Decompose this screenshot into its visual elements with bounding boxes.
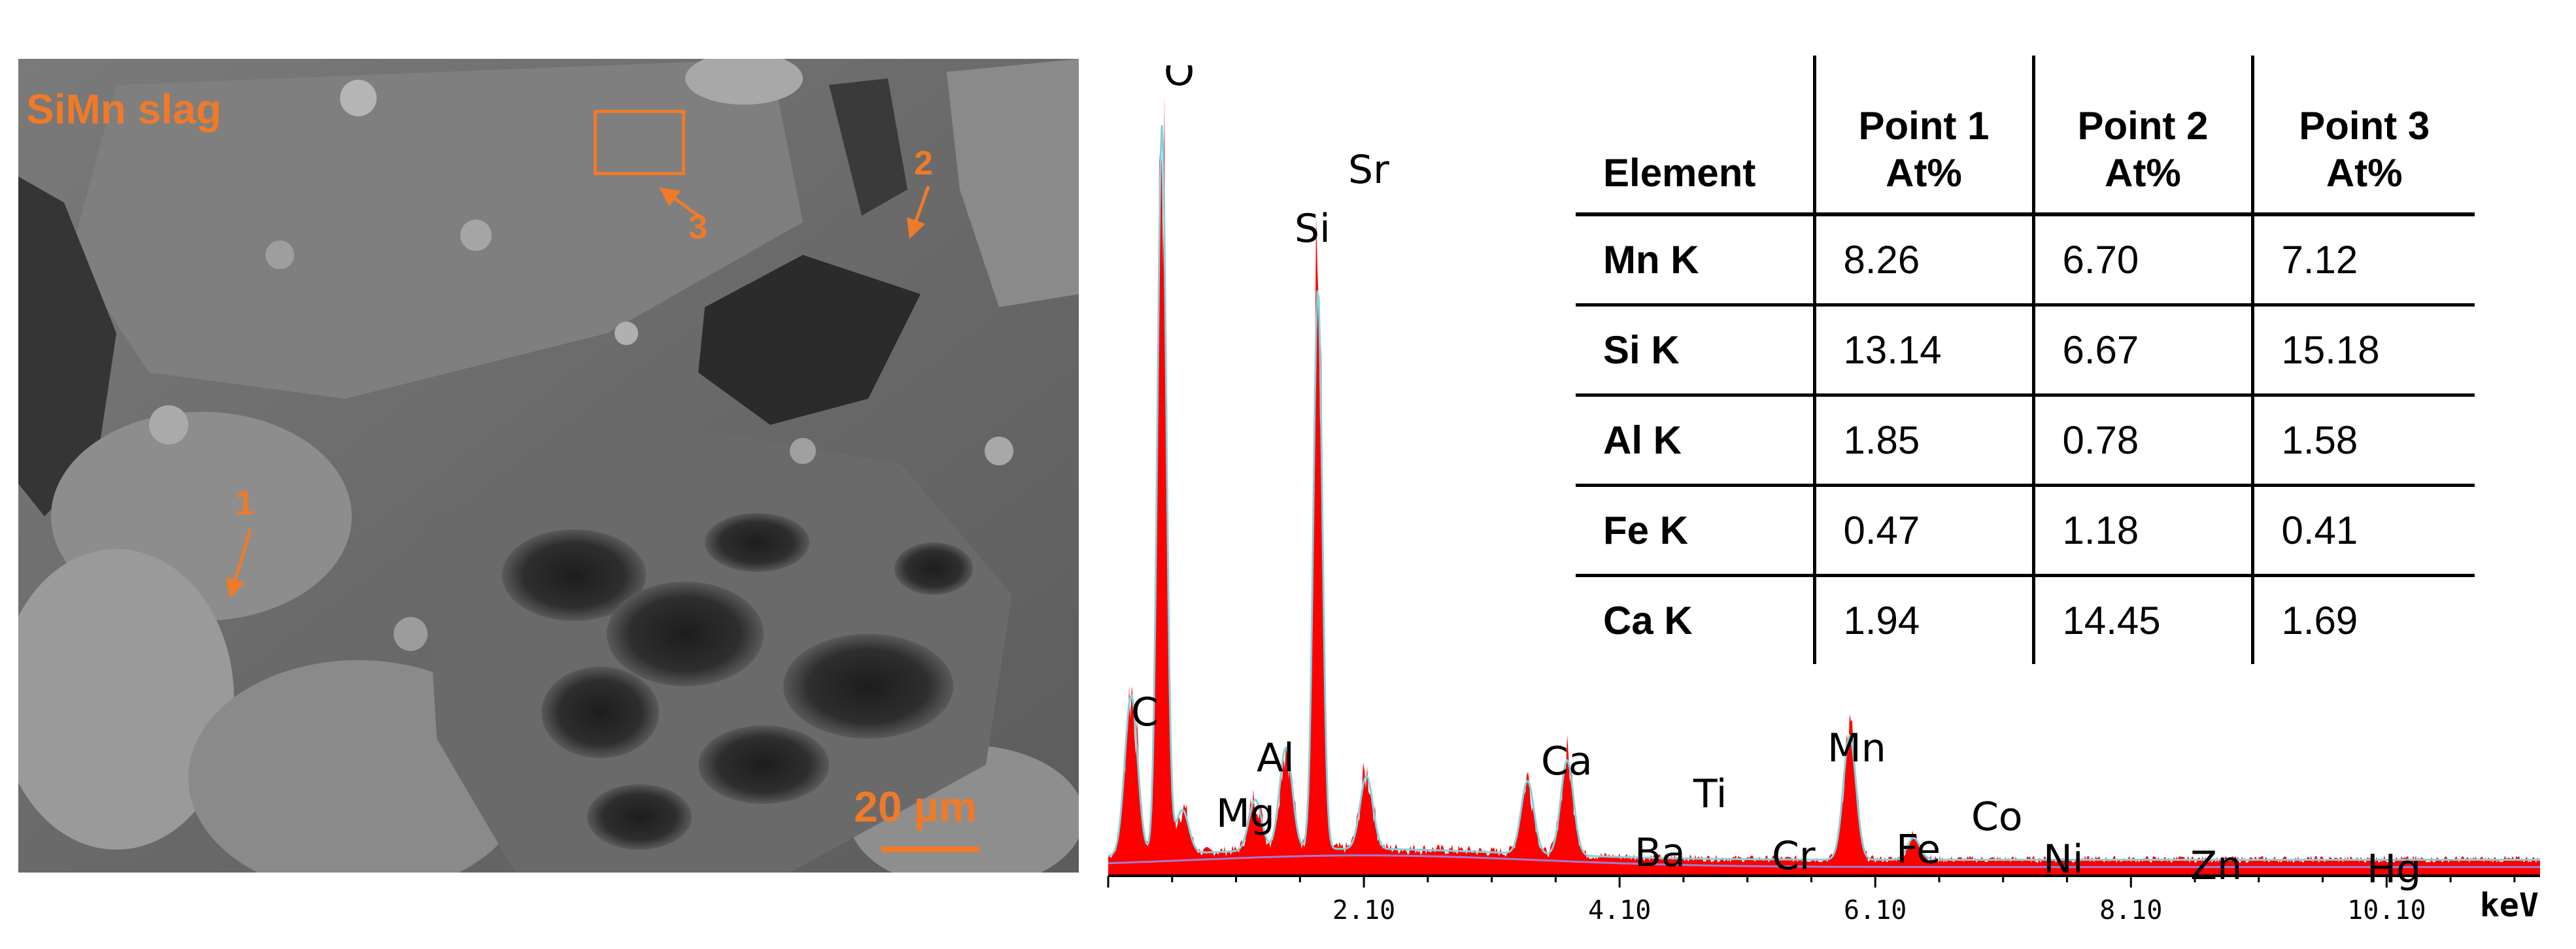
peak-label-mn: Mn [1827,725,1886,771]
scale-bar-label: 20 µm [854,782,977,831]
x-axis-unit: keV [2480,886,2539,924]
x-tick-label: 8.10 [2099,895,2162,925]
table-cell-point-2: 6.67 [2031,305,2252,397]
peak-label-sr: Sr [1348,147,1389,193]
point-1-arrow [226,529,252,599]
peak-label-ti: Ti [1693,771,1727,817]
peak-label-o: O [1164,65,1195,95]
header-point-2: Point 2 At% [2031,56,2252,216]
sem-micrograph: SiMn slag 1 2 3 20 µm [18,59,1079,873]
table-cell-point-1: 13.14 [1812,305,2033,397]
x-tick-label: 6.10 [1844,895,1907,925]
table-row: Al K 1.85 0.78 1.58 [1576,395,2475,487]
table-cell-point-2: 0.78 [2031,395,2252,487]
table-row: Fe K 0.47 1.18 0.41 [1576,485,2475,577]
sem-texture [18,59,1079,873]
table-header-row: Element Point 1 At% Point 2 At% Point 3 … [1576,56,2475,216]
point-arrows [226,186,930,599]
x-axis: 2.10 4.10 6.10 8.10 10.10 keV [1107,874,2540,925]
x-tick-label: 2.10 [1332,895,1395,925]
table-cell-point-3: 15.18 [2250,305,2475,397]
point-2-label: 2 [914,144,933,182]
table-cell-point-2: 6.70 [2031,214,2252,307]
table-cell-element: Al K [1576,395,1814,487]
composition-table: Element Point 1 At% Point 2 At% Point 3 … [1576,56,2475,664]
point-1-label: 1 [235,484,254,522]
sem-title: SiMn slag [26,86,222,133]
table-cell-point-2: 14.45 [2031,575,2252,664]
table-cell-point-3: 1.69 [2250,575,2475,664]
header-point-3: Point 3 At% [2250,56,2475,216]
peak-label-ba: Ba [1635,830,1686,876]
spectrum-background-line [1108,854,2540,869]
peak-label-al: Al [1257,735,1295,781]
peak-label-fe: Fe [1896,827,1940,873]
table-cell-point-1: 0.47 [1812,485,2033,577]
x-tick-label: 4.10 [1588,895,1651,925]
header-point-1: Point 1 At% [1812,56,2033,216]
roi-box-point-3 [594,110,685,175]
point-2-arrow [907,186,930,239]
peak-label-cr: Cr [1772,833,1816,879]
table-cell-element: Ca K [1603,599,1693,642]
scale-bar [881,846,979,852]
table-cell-point-3: 1.58 [2250,395,2475,487]
peak-label-si: Si [1295,206,1330,252]
peak-label-ca: Ca [1541,739,1593,784]
peak-label-co: Co [1971,794,2023,840]
point-3-arrow [659,187,700,218]
table-cell-point-3: 0.41 [2250,485,2475,577]
table-row: Ca K 1.94 14.45 1.69 [1576,575,2475,664]
table-cell-point-2: 1.18 [2031,485,2252,577]
table-cell-element: Si K [1576,305,1814,397]
table-cell-element: Mn K [1576,214,1814,307]
peak-label-hg: Hg [2367,846,2421,892]
x-tick-label: 10.10 [2347,895,2426,925]
table-cell-point-1: 1.85 [1812,395,2033,487]
plot-area [1108,93,2540,876]
table-row: Mn K 8.26 6.70 7.12 [1576,214,2475,307]
point-3-label: 3 [688,208,707,246]
peak-label-c: C [1131,690,1159,735]
header-element: Element [1576,56,1814,216]
table-cell-point-1: 8.26 [1812,214,2033,307]
peak-label-mg: Mg [1216,791,1275,837]
spectrum-fit-line [1108,125,2540,861]
peak-label-zn: Zn [2190,843,2242,889]
table-cell-point-3: 7.12 [2250,214,2475,307]
table-cell-element: Fe K [1576,485,1814,577]
table-cell-point-1: 1.94 [1812,575,2033,664]
table-row: Si K 13.14 6.67 15.18 [1576,305,2475,397]
